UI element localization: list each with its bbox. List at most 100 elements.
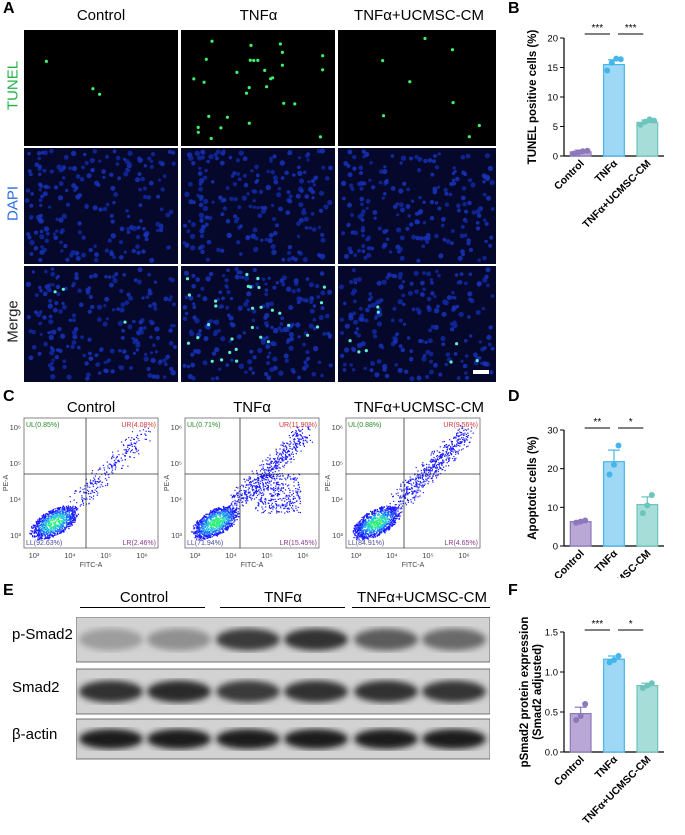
event (246, 495, 248, 497)
event (47, 517, 50, 520)
nucleus (153, 280, 158, 284)
nucleus (359, 317, 364, 322)
event (209, 533, 211, 535)
tunel-positive-cell (61, 287, 65, 291)
event (60, 532, 62, 534)
nucleus (77, 345, 81, 350)
nucleus (483, 346, 487, 350)
event (49, 526, 52, 528)
nucleus (204, 168, 208, 173)
event (369, 535, 371, 537)
event (209, 513, 211, 515)
event (210, 532, 213, 535)
event (72, 519, 74, 522)
nucleus (122, 349, 127, 354)
event (354, 525, 356, 527)
nucleus (131, 248, 136, 254)
tunel-positive-cell (220, 358, 224, 362)
x-tick-label: 10³ (29, 551, 40, 560)
event (210, 527, 212, 529)
nucleus (484, 153, 490, 159)
event (127, 446, 129, 448)
event (247, 479, 249, 482)
event (32, 530, 34, 532)
event (240, 489, 242, 492)
nucleus (52, 232, 56, 236)
event (290, 478, 292, 480)
event (262, 494, 264, 496)
event (200, 522, 202, 525)
event (360, 522, 362, 524)
event (231, 513, 233, 515)
event (211, 513, 213, 515)
event (260, 480, 262, 482)
nucleus (269, 156, 273, 161)
event (378, 523, 380, 525)
nucleus (216, 247, 221, 253)
nucleus (409, 222, 414, 227)
event (365, 525, 368, 527)
nucleus (149, 159, 154, 163)
nucleus (349, 279, 354, 285)
event (277, 483, 279, 486)
nucleus (89, 157, 95, 164)
event (200, 519, 202, 521)
event (219, 529, 221, 531)
event (231, 503, 233, 505)
y-tick-label: 10⁶ (171, 423, 182, 432)
nucleus (358, 306, 363, 311)
x-tick-label: 10⁶ (297, 551, 308, 560)
event (220, 508, 222, 510)
event (220, 517, 222, 520)
nucleus (460, 224, 465, 229)
event (379, 520, 381, 522)
event (356, 523, 358, 526)
tunel-positive-cell (234, 347, 238, 351)
event (74, 511, 76, 513)
event (280, 475, 282, 477)
quadrant-ll: LL(92.63%) (26, 540, 62, 547)
nucleus (408, 356, 414, 362)
nucleus (416, 258, 421, 263)
nucleus (477, 258, 482, 262)
event (296, 494, 298, 496)
nucleus (441, 342, 446, 347)
nucleus (347, 149, 353, 155)
event (55, 520, 57, 522)
event (197, 522, 199, 525)
event (199, 521, 201, 523)
nucleus (74, 250, 80, 256)
event (38, 533, 40, 535)
event (38, 517, 41, 519)
nucleus (148, 180, 154, 186)
nucleus (226, 268, 230, 273)
tunel-positive-cell (357, 350, 361, 354)
event (86, 482, 88, 484)
event (225, 507, 228, 509)
nucleus (437, 152, 442, 156)
event (66, 507, 68, 509)
event (270, 495, 272, 497)
nucleus (222, 206, 228, 211)
event (266, 479, 268, 481)
event (289, 448, 291, 450)
nucleus (344, 323, 350, 329)
nucleus (433, 308, 440, 314)
event (81, 498, 83, 500)
event (205, 533, 207, 535)
event (49, 526, 51, 528)
nucleus (74, 275, 79, 281)
event (56, 525, 58, 527)
event (245, 502, 248, 504)
event (263, 503, 265, 505)
event (268, 482, 270, 484)
nucleus (264, 292, 269, 297)
event (212, 509, 214, 512)
nucleus (444, 202, 450, 207)
event (382, 521, 385, 523)
event (295, 447, 297, 449)
event (295, 435, 297, 437)
event (299, 500, 301, 502)
event (237, 516, 239, 518)
nucleus (460, 154, 466, 160)
